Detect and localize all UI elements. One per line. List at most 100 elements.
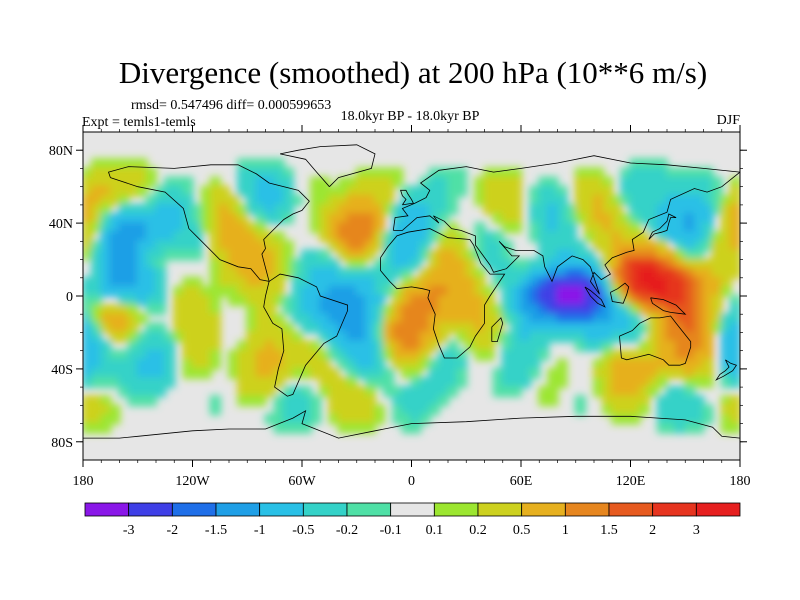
field-cell xyxy=(501,240,513,252)
field-cell xyxy=(255,213,267,225)
field-cell xyxy=(666,295,678,307)
field-cell xyxy=(565,295,577,307)
field-cell xyxy=(647,276,659,288)
field-cell xyxy=(383,276,395,288)
field-cell xyxy=(565,258,577,270)
field-cell xyxy=(620,331,632,343)
field-cell xyxy=(666,249,678,261)
field-cell xyxy=(83,422,94,434)
field-cell xyxy=(346,258,358,270)
field-cell xyxy=(684,285,696,297)
field-cell xyxy=(611,413,623,425)
field-cell xyxy=(675,413,687,425)
field-cell xyxy=(337,313,349,325)
field-cell xyxy=(346,295,358,307)
field-cell xyxy=(620,240,632,252)
field-cell xyxy=(574,340,586,352)
field-cell xyxy=(91,322,103,334)
field-cell xyxy=(100,258,112,270)
field-cell xyxy=(392,167,404,179)
field-cell xyxy=(611,203,623,215)
field-cell xyxy=(218,249,230,261)
field-cell xyxy=(647,176,659,188)
field-cell xyxy=(456,285,468,297)
field-cell xyxy=(319,322,331,334)
field-cell xyxy=(501,203,513,215)
field-cell xyxy=(711,176,723,188)
field-cell xyxy=(118,304,130,316)
field-cell xyxy=(647,249,659,261)
field-cell xyxy=(419,340,431,352)
field-cell xyxy=(602,240,614,252)
field-cell xyxy=(127,249,139,261)
field-cell xyxy=(228,358,240,370)
field-cell xyxy=(492,313,504,325)
field-cell xyxy=(410,194,422,206)
field-cell xyxy=(437,240,449,252)
field-cell xyxy=(574,176,586,188)
field-cell xyxy=(684,322,696,334)
field-cell xyxy=(100,349,112,361)
field-cell xyxy=(729,185,740,197)
field-cell xyxy=(374,194,386,206)
field-cell xyxy=(602,203,614,215)
field-cell xyxy=(155,340,167,352)
field-cell xyxy=(547,377,559,389)
field-cell xyxy=(319,304,331,316)
field-cell xyxy=(501,340,513,352)
field-cell xyxy=(191,276,203,288)
field-cell xyxy=(538,231,550,243)
field-cell xyxy=(483,240,495,252)
field-cell xyxy=(173,185,185,197)
field-cell xyxy=(237,249,249,261)
field-cell xyxy=(337,185,349,197)
field-cell xyxy=(291,395,303,407)
field-cell xyxy=(656,231,668,243)
field-cell xyxy=(364,240,376,252)
field-cell xyxy=(191,295,203,307)
field-cell xyxy=(264,304,276,316)
field-cell xyxy=(237,276,249,288)
field-cell xyxy=(520,331,532,343)
field-cell xyxy=(474,349,486,361)
colorbar-swatch xyxy=(128,502,173,517)
field-cell xyxy=(447,285,459,297)
field-cell xyxy=(611,231,623,243)
field-cell xyxy=(91,367,103,379)
field-cell xyxy=(136,340,148,352)
field-cell xyxy=(392,222,404,234)
field-cell xyxy=(310,367,322,379)
field-cell xyxy=(100,404,112,416)
field-cell xyxy=(319,295,331,307)
field-cell xyxy=(693,213,705,225)
field-cell xyxy=(638,258,650,270)
field-cell xyxy=(593,194,605,206)
field-cell xyxy=(501,176,513,188)
field-cell xyxy=(693,240,705,252)
field-cell xyxy=(447,276,459,288)
field-cell xyxy=(611,358,623,370)
field-cell xyxy=(474,285,486,297)
field-cell xyxy=(100,276,112,288)
field-cell xyxy=(346,194,358,206)
field-cell xyxy=(456,240,468,252)
field-cell xyxy=(456,185,468,197)
field-cell xyxy=(291,358,303,370)
field-cell xyxy=(729,304,740,316)
field-cell xyxy=(191,340,203,352)
field-cell xyxy=(474,322,486,334)
colorbar-label: -0.5 xyxy=(292,523,314,538)
field-cell xyxy=(684,267,696,279)
field-cell xyxy=(565,203,577,215)
field-cell xyxy=(492,213,504,225)
field-cell xyxy=(574,167,586,179)
field-cell xyxy=(237,340,249,352)
field-cell xyxy=(392,340,404,352)
field-cell xyxy=(574,395,586,407)
field-cell xyxy=(109,194,121,206)
field-cell xyxy=(437,267,449,279)
field-cell xyxy=(574,258,586,270)
field-cell xyxy=(593,185,605,197)
field-cell xyxy=(501,267,513,279)
field-cell xyxy=(565,222,577,234)
